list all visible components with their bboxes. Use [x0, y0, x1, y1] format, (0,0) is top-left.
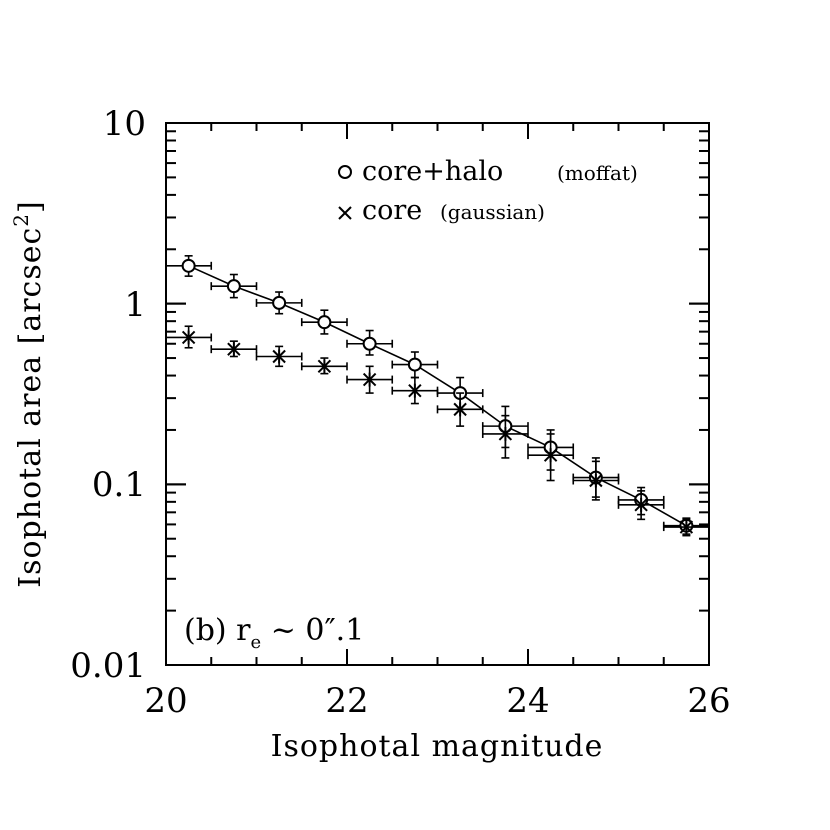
- y-axis-title: Isophotal area [arcsec2]: [9, 200, 48, 588]
- data-point-asterisk: [317, 359, 332, 374]
- annotation-suffix: ~ 0″.1: [261, 613, 364, 648]
- data-point-circle: [181, 258, 196, 273]
- data-point-circle: [272, 295, 287, 310]
- series-core-halo: [165, 255, 710, 535]
- x-tick-label-24: 24: [506, 681, 549, 721]
- data-point-asterisk: [408, 383, 422, 398]
- annotation-prefix: (b) r: [184, 613, 251, 648]
- series-core: [165, 325, 710, 537]
- data-point-asterisk: [272, 349, 286, 364]
- data-point-asterisk: [453, 402, 467, 417]
- data-point-circle: [407, 357, 422, 372]
- annotation-re: (b) re ~ 0″.1: [184, 613, 364, 653]
- ticks-layer: [165, 122, 710, 666]
- legend-detail-gaussian: (gaussian): [440, 200, 545, 224]
- x-tick-label-22: 22: [325, 681, 368, 721]
- data-point-asterisk: [181, 330, 196, 345]
- annotation-subscript: e: [251, 632, 262, 653]
- data-point-asterisk: [498, 426, 513, 441]
- x-tick-label-26: 26: [687, 681, 730, 721]
- plot-frame: [165, 122, 710, 666]
- data-point-asterisk: [679, 520, 694, 535]
- data-point-circle: [317, 315, 332, 330]
- y-tick-label-1: 1: [124, 285, 146, 325]
- y-axis-title-sup: 2: [9, 213, 33, 227]
- legend-detail-moffat: (moffat): [557, 161, 638, 185]
- legend-label-core: core: [362, 195, 422, 226]
- x-axis-title: Isophotal magnitude: [271, 729, 604, 764]
- data-point-asterisk: [589, 473, 603, 488]
- y-tick-label-10: 10: [103, 104, 146, 144]
- x-tick-label-20: 20: [144, 681, 187, 721]
- data-point-asterisk: [362, 372, 377, 387]
- y-axis-title-main: Isophotal area [arcsec: [13, 227, 48, 588]
- data-point-asterisk: [227, 342, 241, 357]
- data-point-asterisk: [543, 448, 558, 463]
- legend-circle-marker: [338, 165, 352, 179]
- tick-labels: 20 22 24 26 0.01 0.1 1 10: [70, 104, 730, 721]
- legend-label-core-halo: core+halo: [362, 156, 503, 187]
- data-point-circle: [226, 279, 241, 294]
- y-tick-label-0.01: 0.01: [70, 646, 146, 686]
- data-point-circle: [362, 336, 377, 351]
- legend-cross-marker: [338, 206, 352, 220]
- y-axis-title-close: ]: [13, 200, 48, 213]
- series-layer: [165, 255, 710, 537]
- legend: core+halo (moffat) core (gaussian): [338, 156, 638, 226]
- data-point-asterisk: [634, 497, 648, 512]
- y-tick-label-0.1: 0.1: [92, 465, 146, 505]
